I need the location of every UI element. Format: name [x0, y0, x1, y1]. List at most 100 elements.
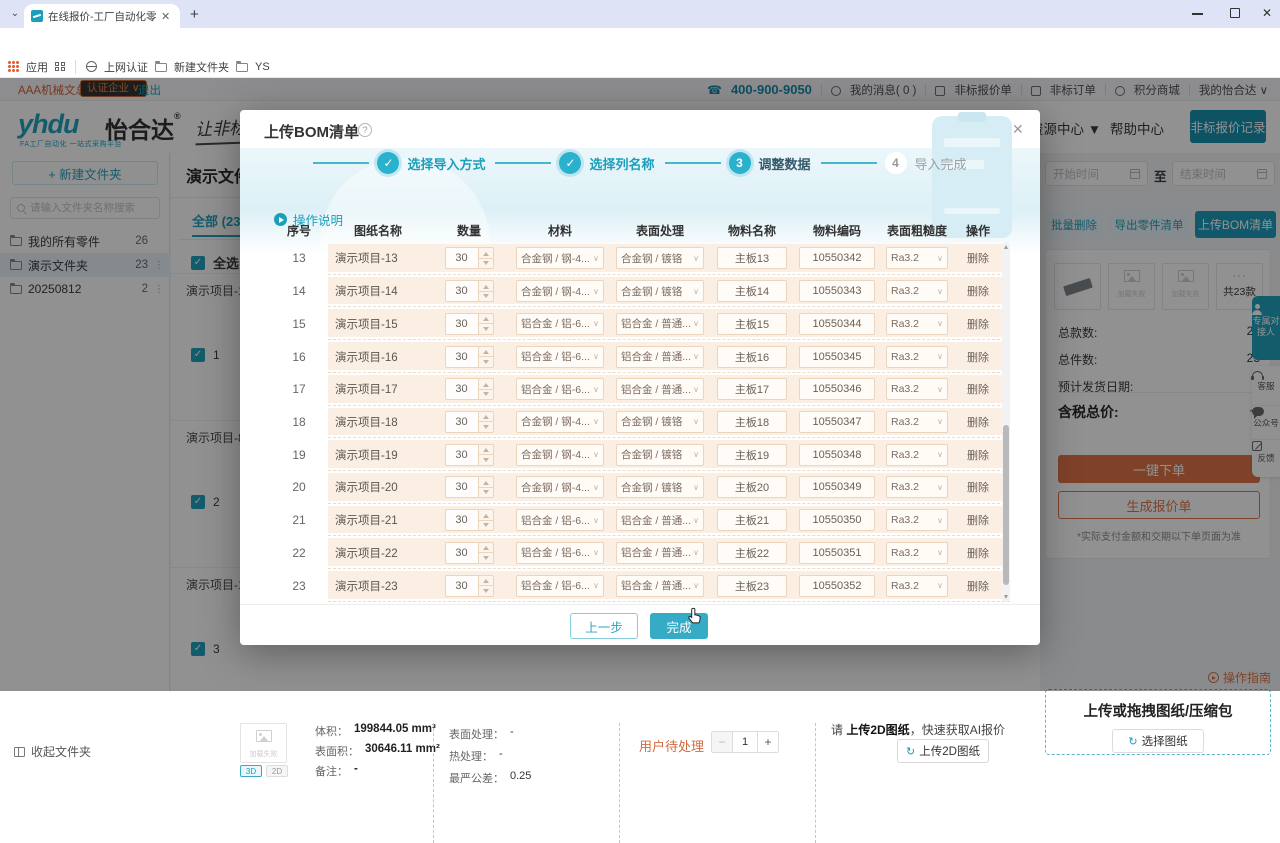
surface-select[interactable]: 合金钢 / 镀铬 — [616, 410, 704, 433]
material-select[interactable]: 合金钢 / 钢-4... — [516, 280, 604, 303]
generate-quote-button[interactable]: 生成报价单 — [1058, 491, 1260, 519]
folder-search[interactable] — [10, 197, 160, 219]
spinner-up-icon[interactable] — [479, 248, 493, 258]
part-thumbnail[interactable]: 加载失败 — [240, 723, 287, 763]
customer-service-button[interactable]: 客服 — [1251, 371, 1280, 405]
delete-row-link[interactable]: 删除 — [967, 286, 989, 299]
my-messages-link[interactable]: 我的消息( 0 ) — [849, 84, 917, 97]
material-select[interactable]: 铝合金 / 铝-6... — [516, 574, 604, 597]
table-scrollbar[interactable] — [1002, 242, 1010, 602]
item-name-input[interactable]: 主板13 — [717, 247, 787, 270]
spinner-down-icon[interactable] — [478, 552, 493, 563]
quantity-input[interactable]: 30 — [444, 410, 479, 433]
nonstandard-quote-link[interactable]: 非标报价单 — [954, 84, 1012, 97]
window-minimize-button[interactable] — [1192, 13, 1203, 15]
roughness-select[interactable]: Ra3.2 — [886, 345, 948, 368]
help-icon[interactable] — [358, 123, 372, 137]
export-list-button[interactable]: 导出零件清单 — [1109, 211, 1189, 238]
surface-select[interactable]: 铝合金 / 普通... — [616, 345, 704, 368]
part-checkbox[interactable] — [191, 495, 205, 509]
end-date-input[interactable]: 结束时间 — [1172, 161, 1275, 186]
my-account-link[interactable]: 我的怡合达 ∨ — [1198, 84, 1268, 97]
view-3d-button[interactable]: 3D — [240, 765, 262, 777]
roughness-select[interactable]: Ra3.2 — [886, 509, 948, 532]
modal-close-icon[interactable] — [1012, 121, 1024, 138]
delete-row-link[interactable]: 删除 — [967, 482, 989, 495]
delete-row-link[interactable]: 删除 — [967, 253, 989, 266]
spinner-down-icon[interactable] — [478, 421, 493, 432]
surface-select[interactable]: 铝合金 / 普通... — [616, 574, 704, 597]
folder-search-input[interactable] — [30, 202, 150, 214]
folder-row[interactable]: 我的所有零件 26 — [0, 229, 170, 253]
material-select[interactable]: 铝合金 / 铝-6... — [516, 312, 604, 335]
part-checkbox[interactable] — [191, 348, 205, 362]
surface-select[interactable]: 合金钢 / 镀铬 — [616, 476, 704, 499]
scroll-up-icon[interactable] — [1003, 245, 1008, 249]
qty-value[interactable]: 1 — [733, 731, 757, 753]
item-name-input[interactable]: 主板22 — [717, 541, 787, 564]
delete-row-link[interactable]: 删除 — [967, 547, 989, 560]
new-tab-button[interactable] — [190, 6, 199, 23]
item-code-input[interactable]: 10550352 — [799, 574, 875, 597]
item-name-input[interactable]: 主板15 — [717, 312, 787, 335]
spinner-up-icon[interactable] — [479, 510, 493, 520]
item-code-input[interactable]: 10550348 — [799, 443, 875, 466]
feedback-button[interactable]: 反馈 — [1252, 439, 1280, 473]
quantity-input[interactable]: 30 — [444, 509, 479, 532]
bookmark-ys[interactable]: YS — [255, 60, 270, 73]
roughness-select[interactable]: Ra3.2 — [886, 443, 948, 466]
surface-select[interactable]: 铝合金 / 普通... — [616, 541, 704, 564]
part-checkbox[interactable] — [191, 642, 205, 656]
item-name-input[interactable]: 主板21 — [717, 509, 787, 532]
window-restore-button[interactable] — [1230, 8, 1240, 18]
quantity-input[interactable]: 30 — [444, 443, 479, 466]
part-thumbnail[interactable]: 加载失败 — [1162, 263, 1209, 310]
qty-decrease-button[interactable]: − — [711, 731, 733, 753]
item-name-input[interactable]: 主板18 — [717, 410, 787, 433]
spinner-up-icon[interactable] — [479, 379, 493, 389]
points-mall-link[interactable]: 积分商城 — [1133, 84, 1180, 97]
delete-row-link[interactable]: 删除 — [967, 416, 989, 429]
item-name-input[interactable]: 主板20 — [717, 476, 787, 499]
certified-company-badge[interactable]: 认证企业 ∨ — [80, 80, 147, 97]
operation-guide-link[interactable]: 操作指南 — [1208, 669, 1271, 686]
material-select[interactable]: 合金钢 / 钢-4... — [516, 443, 604, 466]
spinner-down-icon[interactable] — [478, 519, 493, 531]
quantity-input[interactable]: 30 — [444, 476, 479, 499]
bookmark-apps-label[interactable]: 应用 — [26, 61, 48, 74]
surface-select[interactable]: 合金钢 / 镀铬 — [616, 443, 704, 466]
roughness-select[interactable]: Ra3.2 — [886, 312, 948, 335]
spinner-up-icon[interactable] — [479, 445, 493, 455]
window-close-button[interactable] — [1262, 6, 1272, 20]
choose-drawing-button[interactable]: 选择图纸 — [1112, 729, 1204, 753]
dedicated-contact-button[interactable]: 专属对接人 — [1252, 296, 1280, 360]
drawing-dropzone[interactable]: 上传或拖拽图纸/压缩包 选择图纸 — [1045, 689, 1271, 755]
spinner-up-icon[interactable] — [479, 477, 493, 487]
delete-row-link[interactable]: 删除 — [967, 384, 989, 397]
delete-row-link[interactable]: 删除 — [967, 449, 989, 462]
part-checkbox-row[interactable]: 2 — [191, 495, 220, 509]
batch-delete-button[interactable]: 批量删除 — [1045, 211, 1103, 238]
spinner-up-icon[interactable] — [479, 576, 493, 586]
part-thumbnail[interactable]: 加载失败 — [1108, 263, 1155, 310]
qty-increase-button[interactable]: + — [757, 731, 779, 753]
grid-icon[interactable] — [55, 61, 65, 72]
spinner-up-icon[interactable] — [479, 347, 493, 357]
material-select[interactable]: 合金钢 / 钢-4... — [516, 476, 604, 499]
quantity-input[interactable]: 30 — [444, 345, 479, 368]
start-date-input[interactable]: 开始时间 — [1045, 161, 1148, 186]
material-select[interactable]: 铝合金 / 铝-6... — [516, 345, 604, 368]
surface-select[interactable]: 合金钢 / 镀铬 — [616, 280, 704, 303]
new-folder-button[interactable]: + 新建文件夹 — [12, 161, 158, 185]
quantity-input[interactable]: 30 — [444, 280, 479, 303]
part-checkbox-row[interactable]: 1 — [191, 348, 220, 362]
folder-row[interactable]: 20250812 2 — [0, 277, 170, 301]
surface-select[interactable]: 铝合金 / 普通... — [616, 509, 704, 532]
apps-grid-icon[interactable] — [8, 61, 19, 72]
surface-select[interactable]: 合金钢 / 镀铬 — [616, 247, 704, 270]
item-name-input[interactable]: 主板17 — [717, 378, 787, 401]
quantity-input[interactable]: 30 — [444, 574, 479, 597]
spinner-up-icon[interactable] — [479, 412, 493, 422]
item-name-input[interactable]: 主板23 — [717, 574, 787, 597]
part-checkbox-row[interactable]: 3 — [191, 642, 220, 656]
